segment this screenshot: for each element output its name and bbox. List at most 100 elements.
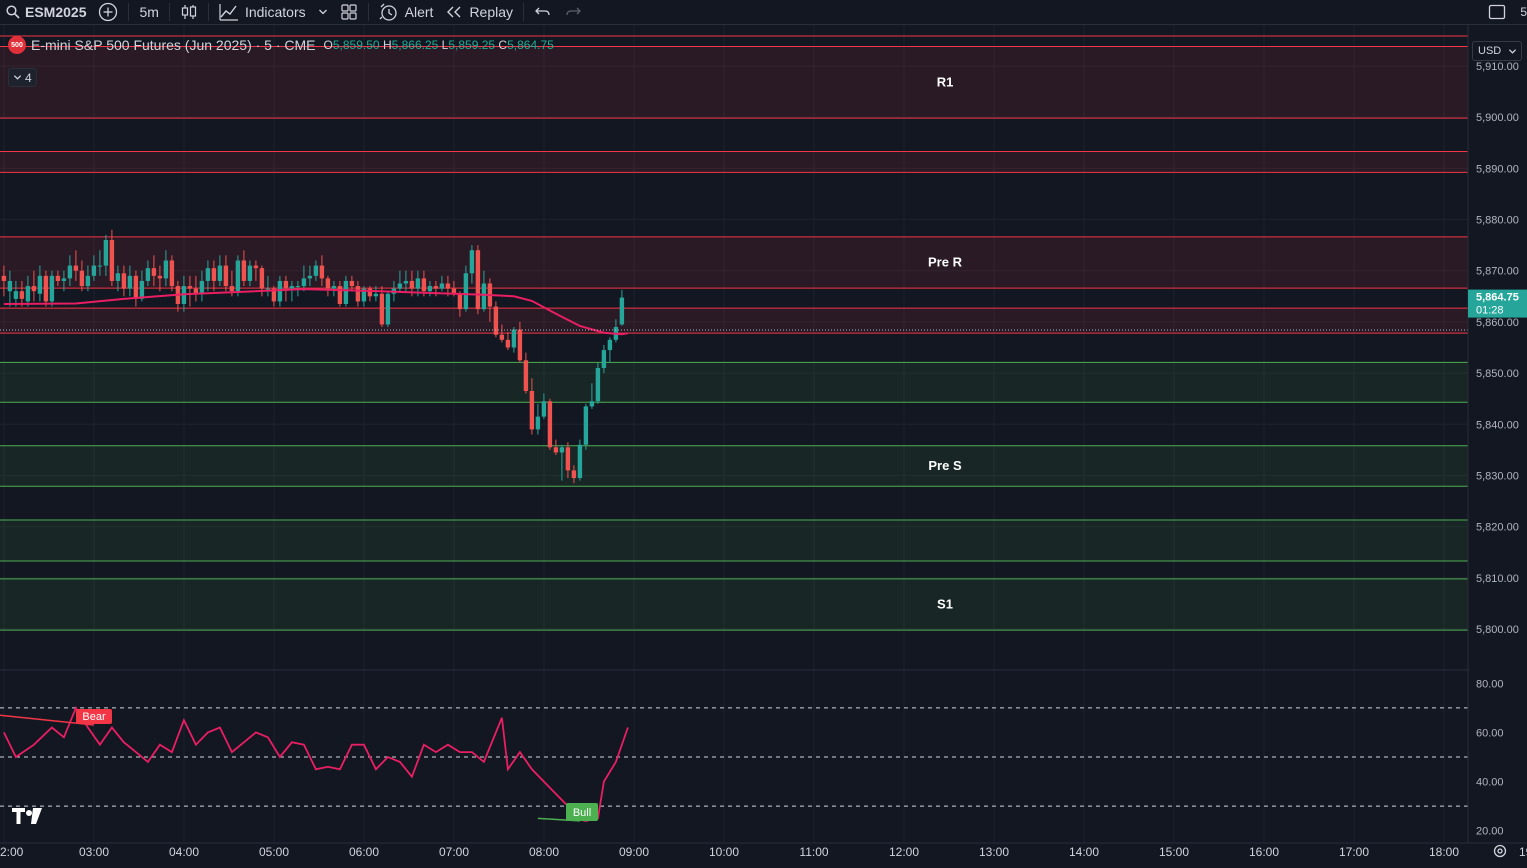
interval-button[interactable]: 5m — [139, 4, 159, 20]
time-tick-label: 11:00 — [799, 845, 828, 859]
toolbar-divider — [168, 3, 170, 21]
candle-body — [67, 265, 73, 279]
indicator-count: 4 — [25, 70, 32, 85]
candle-body — [73, 265, 79, 271]
candle-body — [571, 470, 577, 479]
alert-button[interactable]: Alert — [373, 0, 440, 25]
candle-body — [205, 268, 211, 281]
add-symbol-button[interactable] — [92, 0, 124, 25]
price-tick-label: 5,810.00 — [1476, 573, 1519, 585]
candle-body — [343, 280, 349, 304]
candle-body — [193, 288, 199, 294]
candle-body — [103, 240, 109, 266]
time-tick-label: 19:00 — [1519, 845, 1527, 859]
price-tick-label: 5,840.00 — [1476, 419, 1519, 431]
candle-body — [373, 293, 379, 297]
candle-body — [55, 275, 61, 281]
candle-body — [499, 334, 505, 340]
time-tick-label: 14:00 — [1069, 845, 1099, 859]
open-key: O — [323, 38, 333, 52]
price-tick-label: 5,880.00 — [1476, 215, 1519, 227]
candle-body — [277, 280, 283, 302]
candle-body — [541, 401, 547, 417]
candle-body — [565, 447, 571, 471]
candles-icon — [180, 3, 198, 21]
candle-body — [421, 278, 427, 292]
candle-body — [1, 275, 7, 281]
screenshot-button[interactable] — [1482, 0, 1512, 25]
candle-body — [331, 286, 337, 289]
candle-body — [301, 278, 307, 287]
grid — [0, 25, 1468, 843]
candle-body — [157, 275, 163, 279]
candle-body — [535, 416, 541, 430]
level-zone — [0, 151, 1468, 173]
candle-body — [223, 265, 229, 287]
candle-body — [493, 306, 499, 335]
candle-body — [19, 291, 25, 299]
bull-label-bg — [566, 803, 598, 821]
oscillator-tick-label: 80.00 — [1476, 678, 1504, 690]
candle-body — [349, 280, 355, 287]
candle-body — [463, 273, 469, 310]
replay-button[interactable]: Replay — [439, 0, 519, 25]
candle-body — [247, 265, 253, 281]
legend-title[interactable]: E-mini S&P 500 Futures (Jun 2025) · 5 · … — [31, 37, 316, 53]
currency-selector[interactable]: USD — [1472, 41, 1522, 61]
candle-body — [577, 444, 583, 479]
candle-body — [445, 283, 451, 289]
replay-icon — [445, 5, 463, 19]
symbol-logo: 500 — [8, 36, 26, 54]
low-key: L — [441, 38, 449, 52]
low-value: 5,859.25 — [448, 38, 496, 52]
chevron-down-icon — [318, 7, 328, 17]
chart-type-button[interactable] — [174, 0, 204, 25]
high-key: H — [382, 38, 392, 52]
time-tick-label: 05:00 — [259, 845, 289, 859]
tradingview-logo-icon[interactable] — [12, 808, 42, 824]
settings-gear-icon[interactable] — [1493, 844, 1507, 858]
candle-body — [607, 339, 613, 351]
time-tick-label: 18:00 — [1429, 845, 1459, 859]
candle-body — [601, 350, 607, 368]
last-price-badge-bg — [1468, 289, 1527, 318]
oscillator-axis-labels: 80.00 60.00 40.00 20.00 — [1476, 678, 1504, 837]
candle-body — [469, 250, 475, 274]
time-tick-label: 13:00 — [979, 845, 1009, 859]
candle-body — [595, 367, 601, 402]
candle-body — [49, 275, 55, 302]
undo-button[interactable] — [528, 0, 558, 25]
time-tick-label: 03:00 — [79, 845, 109, 859]
chevron-down-icon — [13, 73, 22, 82]
toolbar-overflow[interactable]: 5 — [1520, 5, 1527, 19]
indicators-dropdown[interactable] — [312, 0, 334, 25]
layouts-button[interactable] — [334, 0, 364, 25]
indicators-label: Indicators — [244, 4, 306, 20]
price-tick-label: 5,890.00 — [1476, 163, 1519, 175]
level-label: R1 — [937, 74, 954, 89]
indicators-collapse-toggle[interactable]: 4 — [8, 68, 37, 87]
time-tick-label: 10:00 — [709, 845, 739, 859]
oscillator-tick-label: 20.00 — [1476, 826, 1504, 838]
candle-body — [169, 260, 175, 287]
last-price-label: 5,864.75 — [1476, 292, 1519, 304]
candle-body — [211, 268, 217, 281]
price-tick-label: 5,850.00 — [1476, 368, 1519, 380]
candle-body — [385, 293, 391, 325]
level-label: S1 — [937, 596, 953, 611]
candle-body — [547, 401, 553, 448]
toolbar-divider — [207, 3, 209, 21]
level-zone — [0, 520, 1468, 561]
indicators-button[interactable]: Indicators — [213, 0, 312, 25]
price-scale[interactable] — [1468, 25, 1527, 843]
symbol-name: ESM2025 — [25, 4, 87, 20]
symbol-search[interactable]: ESM2025 — [0, 0, 92, 25]
candle-body — [415, 278, 421, 289]
time-scale[interactable] — [0, 843, 1468, 868]
candle-body — [307, 275, 313, 279]
candle-body — [253, 265, 259, 269]
ohlc-values: O5,859.50 H5,866.25 L5,859.25 C5,864.75 — [324, 38, 554, 52]
candle-body — [427, 286, 433, 292]
redo-button[interactable] — [558, 0, 588, 25]
